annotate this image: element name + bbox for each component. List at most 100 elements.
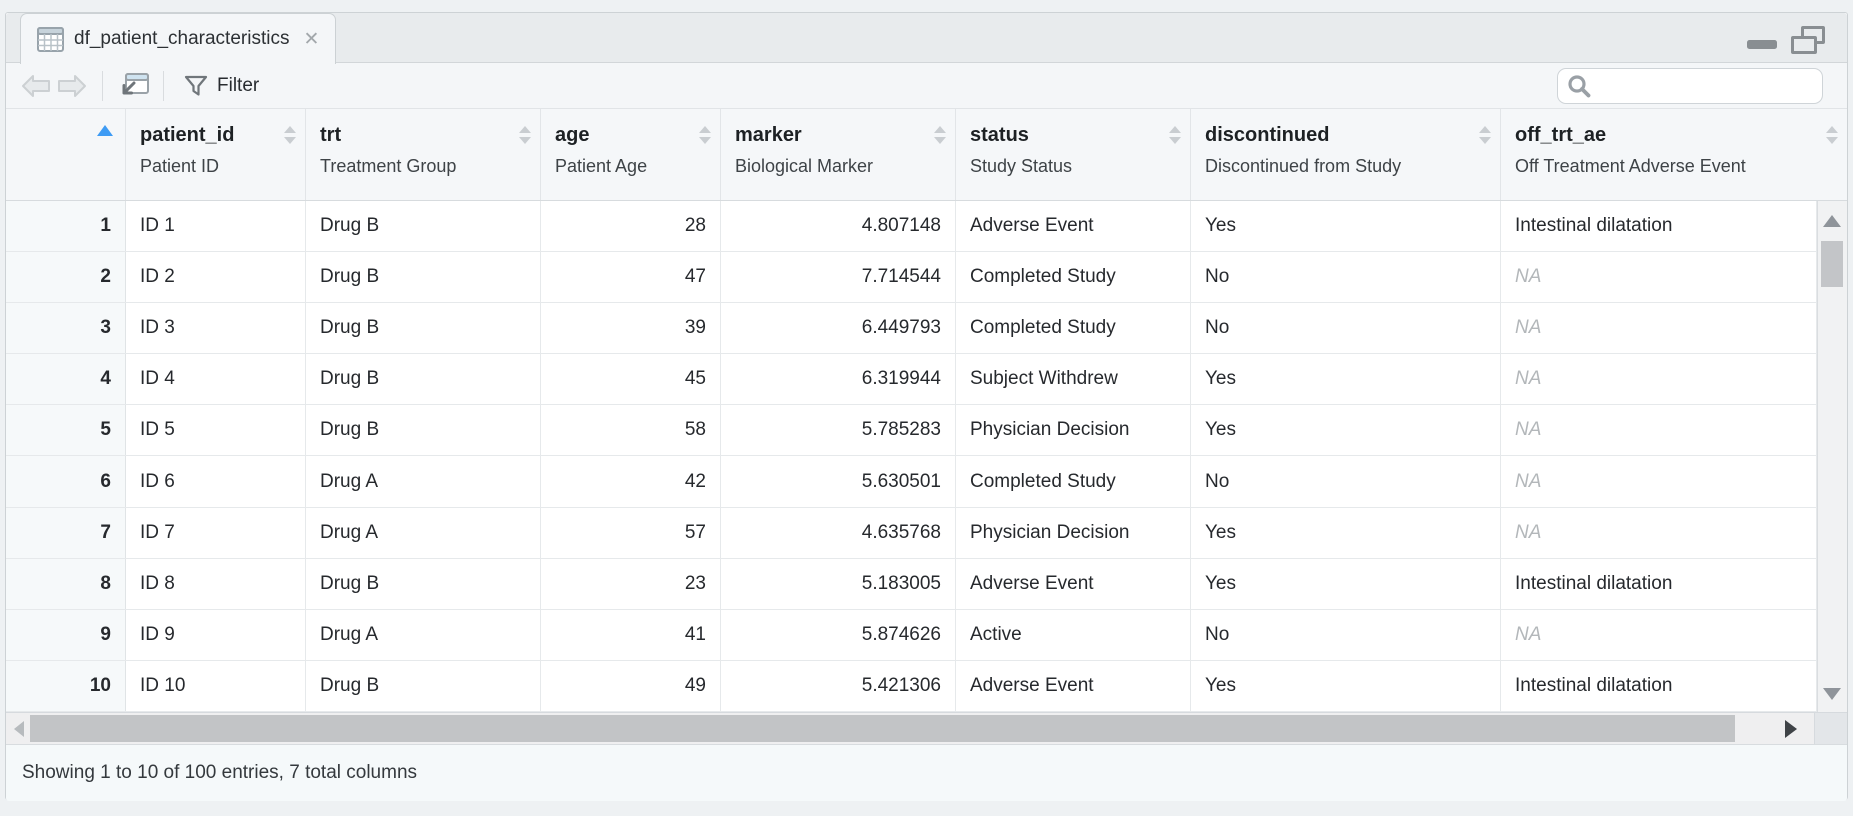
toolbar-separator [102,70,103,101]
cell-patient_id: ID 4 [126,354,306,405]
sort-toggle-icon[interactable] [1169,126,1181,144]
cell-marker: 5.183005 [721,558,956,609]
scroll-left-arrow-icon[interactable] [14,721,24,737]
cell-discontinued: Yes [1191,201,1501,252]
column-name: patient_id [140,124,235,146]
cell-trt: Drug B [306,660,541,711]
row-number: 7 [6,507,126,558]
scrollbar-corner [1814,713,1847,744]
cell-discontinued: No [1191,456,1501,507]
sort-toggle-icon[interactable] [1479,126,1491,144]
cell-status: Adverse Event [956,201,1191,252]
column-name: off_trt_ae [1515,124,1607,146]
cell-marker: 6.319944 [721,354,956,405]
column-description: Discontinued from Study [1205,156,1402,176]
cell-patient_id: ID 3 [126,303,306,354]
cell-off_trt_ae: NA [1501,252,1817,303]
scroll-right-arrow-icon[interactable] [1785,720,1797,738]
column-description: Treatment Group [320,156,457,176]
cell-status: Adverse Event [956,660,1191,711]
row-number: 8 [6,558,126,609]
scroll-down-arrow-icon[interactable] [1823,688,1841,700]
vertical-scrollbar-thumb[interactable] [1821,241,1843,287]
sort-toggle-icon[interactable] [934,126,946,144]
back-button[interactable] [18,71,54,101]
cell-age: 23 [541,558,721,609]
column-header-trt[interactable]: trt Treatment Group [306,109,541,200]
cell-marker: 5.874626 [721,609,956,660]
cell-patient_id: ID 2 [126,252,306,303]
column-name: marker [735,124,802,146]
column-header-off_trt_ae[interactable]: off_trt_ae Off Treatment Adverse Event [1501,109,1847,200]
open-in-new-window-button[interactable] [115,71,151,101]
cell-status: Completed Study [956,252,1191,303]
cell-discontinued: Yes [1191,354,1501,405]
table-row: 1 ID 1 Drug B 28 4.807148 Adverse Event Yes Int… [6,201,1817,253]
search-box[interactable] [1557,68,1824,104]
row-number-header[interactable] [6,109,126,200]
funnel-icon [184,75,208,96]
horizontal-scrollbar-thumb[interactable] [30,715,1735,742]
column-header-status[interactable]: status Study Status [956,109,1191,200]
toolbar: Filter [6,63,1847,109]
sort-toggle-icon[interactable] [1826,126,1838,144]
cell-patient_id: ID 10 [126,660,306,711]
vertical-scrollbar[interactable] [1817,201,1847,712]
column-description: Study Status [970,156,1073,176]
cell-off_trt_ae: NA [1501,303,1817,354]
sort-toggle-icon[interactable] [699,126,711,144]
tab-df-patient-characteristics[interactable]: df_patient_characteristics ✕ [20,13,337,64]
cell-patient_id: ID 5 [126,405,306,456]
status-bar: Showing 1 to 10 of 100 entries, 7 total … [6,744,1847,801]
sort-toggle-icon[interactable] [519,126,531,144]
column-header-age[interactable]: age Patient Age [541,109,721,200]
row-number: 1 [6,201,126,252]
table-row: 6 ID 6 Drug A 42 5.630501 Completed Study No NA [6,456,1817,508]
column-header-discontinued[interactable]: discontinued Discontinued from Study [1191,109,1501,200]
filter-button[interactable]: Filter [176,71,267,101]
cell-age: 39 [541,303,721,354]
cell-off_trt_ae: NA [1501,456,1817,507]
cell-trt: Drug B [306,405,541,456]
cell-patient_id: ID 6 [126,456,306,507]
table-row: 3 ID 3 Drug B 39 6.449793 Completed Study No NA [6,303,1817,355]
table-row: 2 ID 2 Drug B 47 7.714544 Completed Study No NA [6,252,1817,304]
cell-discontinued: Yes [1191,405,1501,456]
table-row: 4 ID 4 Drug B 45 6.319944 Subject Withdrew Yes… [6,354,1817,406]
forward-button[interactable] [54,71,90,101]
cell-age: 45 [541,354,721,405]
search-icon [1566,73,1592,99]
table-row: 5 ID 5 Drug B 58 5.785283 Physician Decision Y… [6,405,1817,457]
table-grid-icon [37,26,64,52]
cell-patient_id: ID 1 [126,201,306,252]
column-header-marker[interactable]: marker Biological Marker [721,109,956,200]
sort-ascending-icon [97,125,113,136]
filter-button-label: Filter [217,74,260,96]
entries-summary: Showing 1 to 10 of 100 entries, 7 total … [22,762,418,783]
column-description: Off Treatment Adverse Event [1515,156,1746,176]
cell-status: Active [956,609,1191,660]
cell-age: 42 [541,456,721,507]
sort-toggle-icon[interactable] [284,126,296,144]
column-header-patient_id[interactable]: patient_id Patient ID [126,109,306,200]
cell-trt: Drug B [306,354,541,405]
close-icon[interactable]: ✕ [303,28,320,50]
toolbar-separator [163,70,164,101]
column-description: Biological Marker [735,156,874,176]
horizontal-scrollbar[interactable] [6,712,1847,744]
data-viewer-pane: df_patient_characteristics ✕ [5,12,1848,801]
minimize-icon[interactable] [1747,39,1777,49]
table-row: 10 ID 10 Drug B 49 5.421306 Adverse Event Yes I… [6,660,1817,712]
search-input[interactable] [1592,72,1824,100]
cell-off_trt_ae: Intestinal dilatation [1501,660,1817,711]
cell-age: 28 [541,201,721,252]
scroll-up-arrow-icon[interactable] [1823,215,1841,227]
cell-patient_id: ID 7 [126,507,306,558]
cell-trt: Drug A [306,507,541,558]
restore-icon[interactable] [1791,26,1825,54]
table-row: 8 ID 8 Drug B 23 5.183005 Adverse Event Yes Int… [6,558,1817,610]
cell-off_trt_ae: NA [1501,609,1817,660]
table-row: 9 ID 9 Drug A 41 5.874626 Active No NA [6,609,1817,661]
cell-off_trt_ae: NA [1501,507,1817,558]
cell-age: 49 [541,660,721,711]
